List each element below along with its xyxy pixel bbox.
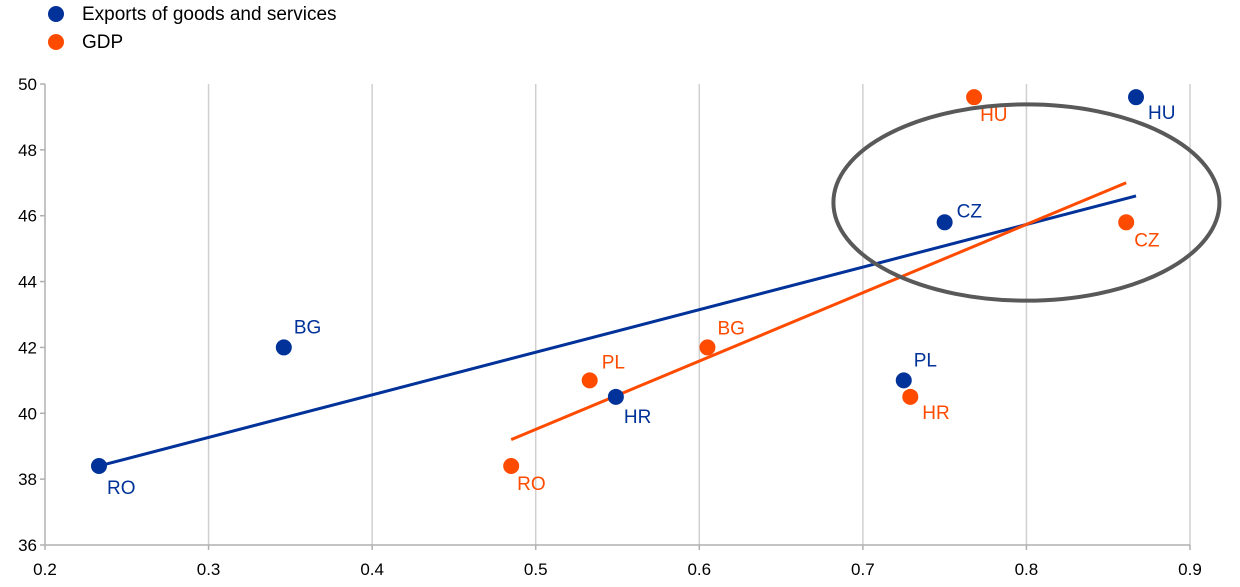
trendlines [98,181,1137,468]
y-tick-label: 50 [18,75,37,94]
legend-marker-gdp [48,34,64,50]
gdp-label-cz: CZ [1134,230,1160,251]
gdp-point-cz [1118,214,1135,231]
legend-label-gdp: GDP [82,32,123,53]
data-points [90,89,1145,474]
exports-of-goods-and-services-point-ro [90,457,107,474]
axes [40,83,1191,550]
y-tick-label: 36 [18,536,37,555]
x-tick-label: 0.5 [524,560,548,579]
y-tick-label: 42 [18,338,37,357]
y-tick-label: 44 [18,273,37,292]
gdp-label-hr: HR [922,403,949,424]
gdp-point-ro [503,457,520,474]
legend-label-exports-of-goods-and-services: Exports of goods and services [82,4,337,25]
exports-of-goods-and-services-label-hr: HR [624,407,651,428]
grid-lines [207,84,1191,545]
gdp-label-ro: RO [517,474,546,495]
legend: Exports of goods and services GDP [48,4,337,53]
gdp-label-hu: HU [980,105,1007,126]
x-tick-label: 0.6 [687,560,711,579]
y-tick-label: 48 [18,141,37,160]
x-tick-label: 0.3 [197,560,221,579]
gdp-point-hu [966,89,983,106]
highlight-ellipse [831,102,1222,303]
highlight-ellipse-group [831,102,1222,303]
tick-labels: 36 38 40 42 44 46 48 50 0.2 0.3 0.4 0.5 0.6 0.7 0.8 0.9 [18,75,1202,579]
gdp-point-bg [699,339,716,356]
exports-of-goods-and-services-label-bg: BG [294,317,321,338]
x-tick-label: 0.7 [851,560,875,579]
gdp-label-bg: BG [717,318,744,339]
gdp-point-pl [581,372,598,389]
exports-of-goods-and-services-label-hu: HU [1148,103,1175,124]
exports-of-goods-and-services-point-pl [895,372,912,389]
exports-of-goods-and-services-point-bg [275,339,292,356]
gdp-trendline [510,181,1127,442]
exports-of-goods-and-services-point-hr [607,388,624,405]
legend-marker-exports-of-goods-and-services [48,6,64,22]
y-tick-label: 38 [18,470,37,489]
x-tick-label: 0.4 [360,560,384,579]
exports-of-goods-and-services-point-hu [1128,89,1145,106]
x-tick-label: 0.2 [33,560,57,579]
exports-of-goods-and-services-point-cz [936,214,953,231]
gdp-label-pl: PL [602,352,625,373]
gdp-point-hr [902,388,919,405]
exports-of-goods-and-services-label-ro: RO [107,478,136,499]
point-labels: RO BG HR PL CZ HU RO PL BG HR HU CZ [107,103,1175,499]
x-tick-label: 0.8 [1015,560,1039,579]
exports-of-goods-and-services-trendline [98,194,1137,468]
y-tick-label: 46 [18,207,37,226]
exports-of-goods-and-services-label-pl: PL [914,350,937,371]
x-tick-label: 0.9 [1178,560,1202,579]
y-tick-label: 40 [18,404,37,423]
exports-of-goods-and-services-label-cz: CZ [957,201,983,222]
